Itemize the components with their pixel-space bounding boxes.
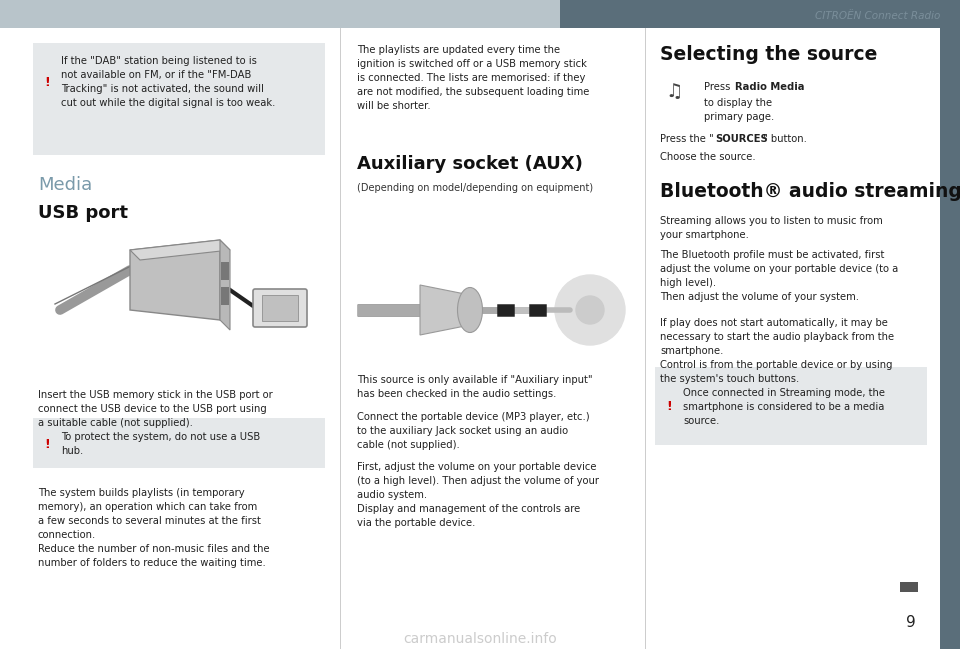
Polygon shape [130,240,220,320]
Text: carmanualsonline.info: carmanualsonline.info [403,632,557,646]
Text: Insert the USB memory stick in the USB port or
connect the USB device to the USB: Insert the USB memory stick in the USB p… [38,390,273,428]
Text: Press: Press [704,82,733,92]
Text: The system builds playlists (in temporary
memory), an operation which can take f: The system builds playlists (in temporar… [38,488,270,568]
FancyBboxPatch shape [33,43,325,155]
Text: !: ! [666,400,672,413]
Polygon shape [130,240,230,260]
Bar [262,295,298,321]
Text: If play does not start automatically, it may be
necessary to start the audio pla: If play does not start automatically, it… [660,318,894,384]
Text: to display the: to display the [704,98,772,108]
Text: Media: Media [38,176,92,194]
Text: If the "DAB" station being listened to is
not available on FM, or if the "FM-DAB: If the "DAB" station being listened to i… [61,56,276,108]
Text: (Depending on model/depending on equipment): (Depending on model/depending on equipme… [357,183,593,193]
Text: Choose the source.: Choose the source. [660,152,756,162]
Ellipse shape [458,288,483,332]
Polygon shape [220,240,230,330]
Text: ♫: ♫ [665,82,683,101]
Text: The playlists are updated every time the
ignition is switched off or a USB memor: The playlists are updated every time the… [357,45,589,111]
Text: This source is only available if "Auxiliary input"
has been checked in the audio: This source is only available if "Auxili… [357,375,592,399]
Text: The Bluetooth profile must be activated, first
adjust the volume on your portabl: The Bluetooth profile must be activated,… [660,250,899,302]
Bar [0,0,560,28]
Text: USB port: USB port [38,204,128,222]
Text: Auxiliary socket (AUX): Auxiliary socket (AUX) [357,155,583,173]
Text: Radio Media: Radio Media [735,82,804,92]
Text: SOURCES: SOURCES [715,134,768,144]
Text: !: ! [44,437,50,450]
Text: To protect the system, do not use a USB
hub.: To protect the system, do not use a USB … [61,432,260,456]
Circle shape [555,275,625,345]
Text: Once connected in Streaming mode, the
smartphone is considered to be a media
sou: Once connected in Streaming mode, the sm… [683,388,885,426]
Bar [221,262,229,280]
Bar [560,0,960,28]
Circle shape [576,296,604,324]
Text: !: ! [44,75,50,88]
FancyBboxPatch shape [253,289,307,327]
Bar [900,582,918,592]
Text: Selecting the source: Selecting the source [660,45,877,64]
Text: CITROËN Connect Radio: CITROËN Connect Radio [815,11,940,21]
Text: Streaming allows you to listen to music from
your smartphone.: Streaming allows you to listen to music … [660,216,883,240]
Bar [940,0,960,649]
Text: First, adjust the volume on your portable device
(to a high level). Then adjust : First, adjust the volume on your portabl… [357,462,599,528]
Text: 9: 9 [906,615,916,630]
Text: Connect the portable device (MP3 player, etc.)
to the auxiliary Jack socket usin: Connect the portable device (MP3 player,… [357,412,589,450]
FancyBboxPatch shape [33,418,325,468]
Text: " button.: " button. [763,134,806,144]
Text: Press the ": Press the " [660,134,713,144]
Bar [221,287,229,305]
Polygon shape [420,285,470,335]
Text: primary page.: primary page. [704,112,775,122]
FancyBboxPatch shape [655,367,927,445]
Text: Bluetooth® audio streaming: Bluetooth® audio streaming [660,182,960,201]
